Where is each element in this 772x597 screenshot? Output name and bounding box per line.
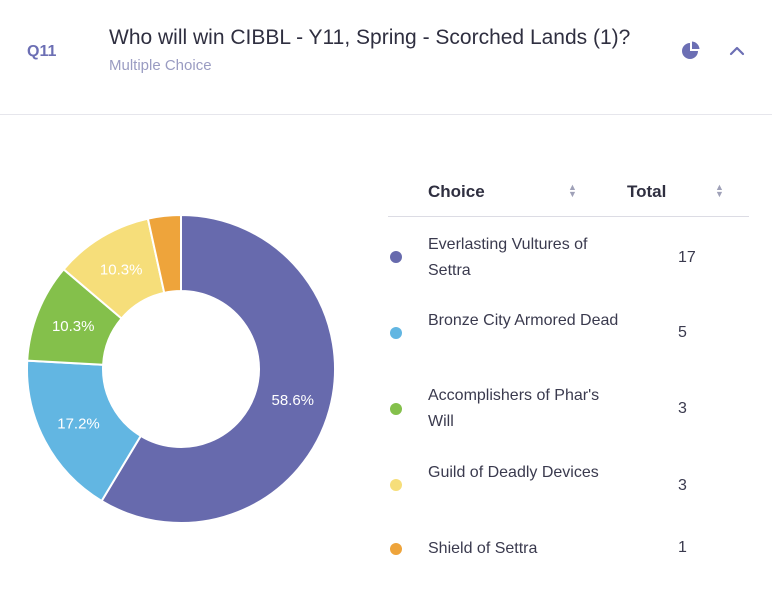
table-header: Choice ▲ ▼ Total ▲ ▼ xyxy=(388,168,749,217)
question-header: Q11 Who will win CIBBL - Y11, Spring - S… xyxy=(0,0,772,115)
choice-total: 17 xyxy=(678,249,696,266)
sort-icon[interactable]: ▲ ▼ xyxy=(568,182,577,199)
column-header-total[interactable]: Total xyxy=(627,182,667,201)
column-header-choice[interactable]: Choice xyxy=(428,182,485,201)
donut-slice[interactable] xyxy=(26,359,143,503)
slice-label: 10.3% xyxy=(100,262,143,279)
legend-dot xyxy=(390,327,402,339)
sort-icon[interactable]: ▲ ▼ xyxy=(715,182,724,199)
question-title: Who will win CIBBL - Y11, Spring - Scorc… xyxy=(109,26,631,49)
slice-label: 17.2% xyxy=(57,415,100,432)
donut-slice[interactable] xyxy=(100,213,336,524)
donut-slice[interactable] xyxy=(146,213,182,295)
choice-label: Guild of Deadly Devices xyxy=(428,464,599,481)
results-table: Choice ▲ ▼ Total ▲ ▼ Everlasting Vultures … xyxy=(388,168,749,557)
legend-dot xyxy=(390,403,402,415)
pie-chart-icon[interactable] xyxy=(680,40,702,62)
choice-label: Bronze City Armored Dead xyxy=(428,312,619,329)
question-number: Q11 xyxy=(27,43,57,60)
donut-chart: 58.6% 17.2% 10.3% 10.3% xyxy=(26,213,336,524)
slice-label: 10.3% xyxy=(52,318,95,335)
choice-total: 3 xyxy=(678,400,687,417)
choice-label: Shield of Settra xyxy=(428,540,538,557)
legend-dot xyxy=(390,479,402,491)
slice-label: 58.6% xyxy=(271,392,314,409)
legend-dot xyxy=(390,543,402,555)
choice-total: 5 xyxy=(678,324,687,341)
choice-label: Accomplishers of Phar's Will xyxy=(428,387,600,430)
choice-label: Everlasting Vultures of Settra xyxy=(428,236,588,279)
chevron-up-icon[interactable] xyxy=(726,40,748,62)
choice-total: 1 xyxy=(678,539,687,556)
legend-dot xyxy=(390,251,402,263)
choice-total: 3 xyxy=(678,477,687,494)
question-type: Multiple Choice xyxy=(109,57,212,74)
